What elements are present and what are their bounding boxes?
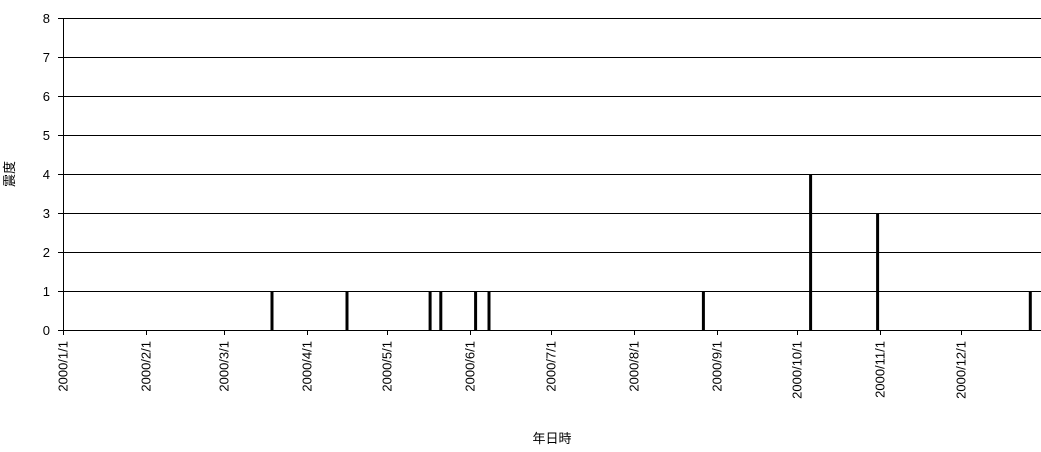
bar xyxy=(876,213,880,330)
x-tick-label: 2000/12/1 xyxy=(954,341,969,399)
y-tick-label: 3 xyxy=(43,206,50,221)
x-tick-labels: 2000/1/1 2000/2/1 2000/3/1 2000/4/1 2000/5/1… xyxy=(56,341,969,399)
y-tick-labels: 0 1 2 3 4 5 6 7 8 xyxy=(43,11,50,338)
x-tick-label: 2000/3/1 xyxy=(217,341,232,392)
x-tick-label: 2000/1/1 xyxy=(56,341,71,392)
x-tick-label: 2000/2/1 xyxy=(139,341,154,392)
bar xyxy=(1028,291,1032,330)
y-tick-label: 1 xyxy=(43,284,50,299)
y-tick-label: 6 xyxy=(43,89,50,104)
y-tick-label: 5 xyxy=(43,128,50,143)
y-tick-label: 0 xyxy=(43,323,50,338)
y-axis-title: 震度 xyxy=(2,161,17,187)
bar xyxy=(701,291,705,330)
y-tick-label: 8 xyxy=(43,11,50,26)
bar xyxy=(270,291,274,330)
bar xyxy=(439,291,443,330)
x-tick-label: 2000/5/1 xyxy=(380,341,395,392)
x-tick-label: 2000/9/1 xyxy=(710,341,725,392)
x-tick-label: 2000/6/1 xyxy=(463,341,478,392)
bars xyxy=(270,174,1032,330)
y-tick-label: 2 xyxy=(43,245,50,260)
x-tick-label: 2000/4/1 xyxy=(300,341,315,392)
bar xyxy=(345,291,349,330)
x-tick-label: 2000/7/1 xyxy=(544,341,559,392)
x-axis-title: 年日時 xyxy=(532,431,571,446)
gridlines xyxy=(63,18,1041,292)
bar xyxy=(474,291,478,330)
x-tick-label: 2000/8/1 xyxy=(627,341,642,392)
bar xyxy=(809,174,813,330)
x-tick-label: 2000/11/1 xyxy=(873,341,888,398)
x-tick-label: 2000/10/1 xyxy=(790,341,805,399)
y-tick-label: 7 xyxy=(43,50,50,65)
bar xyxy=(428,291,432,330)
bar xyxy=(487,291,491,330)
axes xyxy=(58,18,1041,335)
y-tick-label: 4 xyxy=(43,167,50,182)
